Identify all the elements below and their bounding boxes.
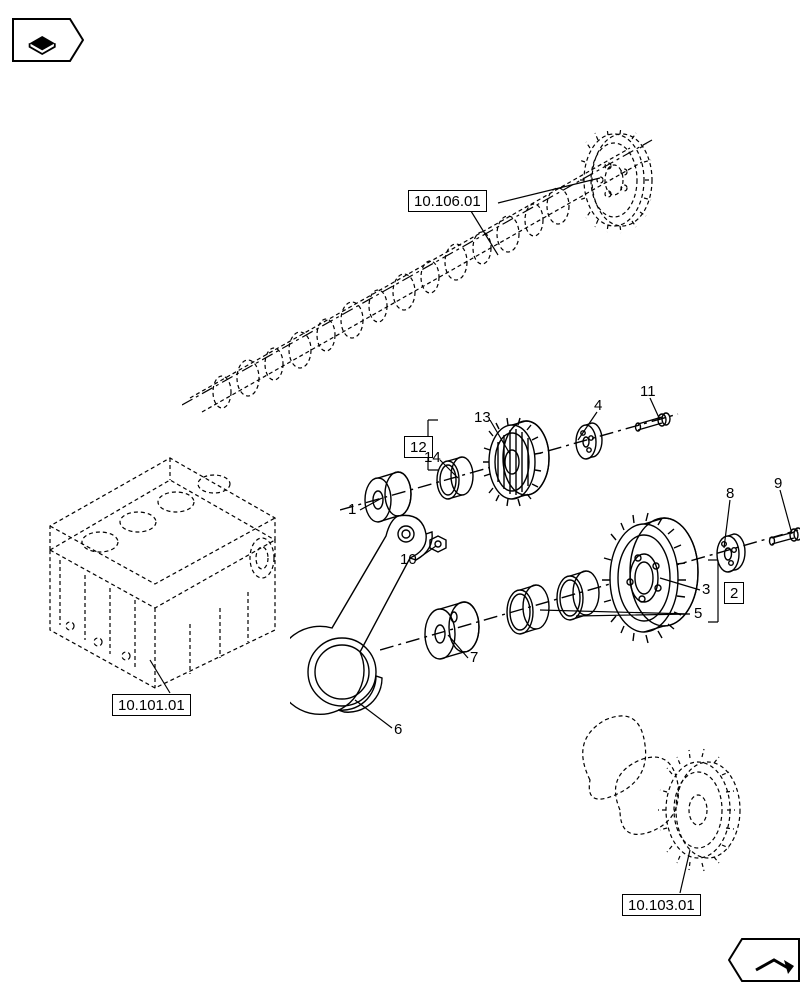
callout-7: 7: [470, 650, 478, 665]
callout-5: 5: [694, 606, 702, 621]
callout-4: 4: [594, 398, 602, 413]
callout-11: 11: [640, 384, 656, 399]
ref-10-106-01: 10.106.01: [408, 190, 487, 212]
callout-1: 1: [348, 502, 356, 517]
callout-8: 8: [726, 486, 734, 501]
callout-9: 9: [774, 476, 782, 491]
ref-10-101-01: 10.101.01: [112, 694, 191, 716]
ref-10-103-01: 10.103.01: [622, 894, 701, 916]
diagram-canvas: 10.106.01 10.101.01 10.103.01 12 2 1 3 4…: [0, 0, 812, 1000]
callout-3: 3: [702, 582, 710, 597]
callout-13: 13: [474, 410, 491, 425]
callout-6: 6: [394, 722, 402, 737]
callout-2: 2: [724, 582, 744, 604]
callout-14: 14: [424, 450, 441, 465]
leaders: [0, 0, 812, 1000]
callout-10: 10: [400, 552, 417, 567]
